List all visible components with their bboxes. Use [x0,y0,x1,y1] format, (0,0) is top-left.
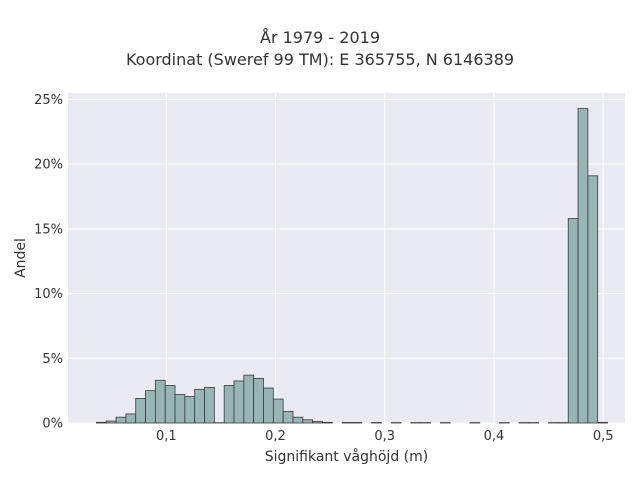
histogram-bar [184,396,196,424]
histogram-bar [567,218,579,424]
histogram-bar [243,374,255,424]
x-axis-ticks: 0,1 0,2 0,3 0,4 0,5 [156,429,614,444]
grid-lines [68,93,625,424]
histogram-bar [164,385,176,424]
histogram-bar [302,419,314,424]
y-tick-label: 5% [42,352,63,367]
y-tick-label: 10% [34,287,63,302]
y-axis-label: Andel [13,238,29,278]
histogram-bar [135,398,146,424]
plot-area [68,93,625,423]
histogram-bar [115,416,127,424]
x-tick-label: 0,3 [374,429,395,444]
histogram-bar [204,387,215,424]
histogram-bar [253,377,264,424]
y-axis-ticks: 0% 5% 10% 15% 20% 25% [34,93,63,432]
x-axis-label: Signifikant våghöjd (m) [265,448,428,465]
histogram-bar [223,385,235,424]
x-tick-label: 0,5 [593,429,614,444]
histogram-bar [341,422,353,424]
y-tick-label: 20% [34,158,63,173]
histogram-bar [263,387,274,424]
histogram-bar [351,422,363,424]
x-tick-label: 0,4 [484,429,505,444]
histogram-bar [577,108,589,424]
histogram-bar [272,398,284,424]
x-tick-label: 0,1 [156,429,177,444]
histogram-bar [322,421,333,424]
x-tick-label: 0,2 [265,429,286,444]
histogram-bar [292,416,304,424]
histogram-bar [312,421,323,424]
histogram-bar [145,390,156,424]
histogram-bar [587,175,599,424]
y-tick-label: 15% [34,222,63,237]
histogram-bar [371,422,382,424]
histogram-bar [125,413,137,424]
histogram-bar [95,421,107,424]
histogram-bar [174,394,186,424]
chart-title: År 1979 - 2019 [260,28,380,47]
histogram-bar [233,380,245,424]
histogram-bar [597,421,608,424]
histogram-bar [282,410,294,424]
y-tick-label: 25% [34,93,63,108]
histogram-bar [154,379,166,424]
histogram-bar [105,420,117,424]
bar-series [95,108,608,424]
chart-subtitle: Koordinat (Sweref 99 TM): E 365755, N 61… [125,50,515,69]
y-tick-label: 0% [42,417,63,432]
histogram-bar [194,388,205,424]
